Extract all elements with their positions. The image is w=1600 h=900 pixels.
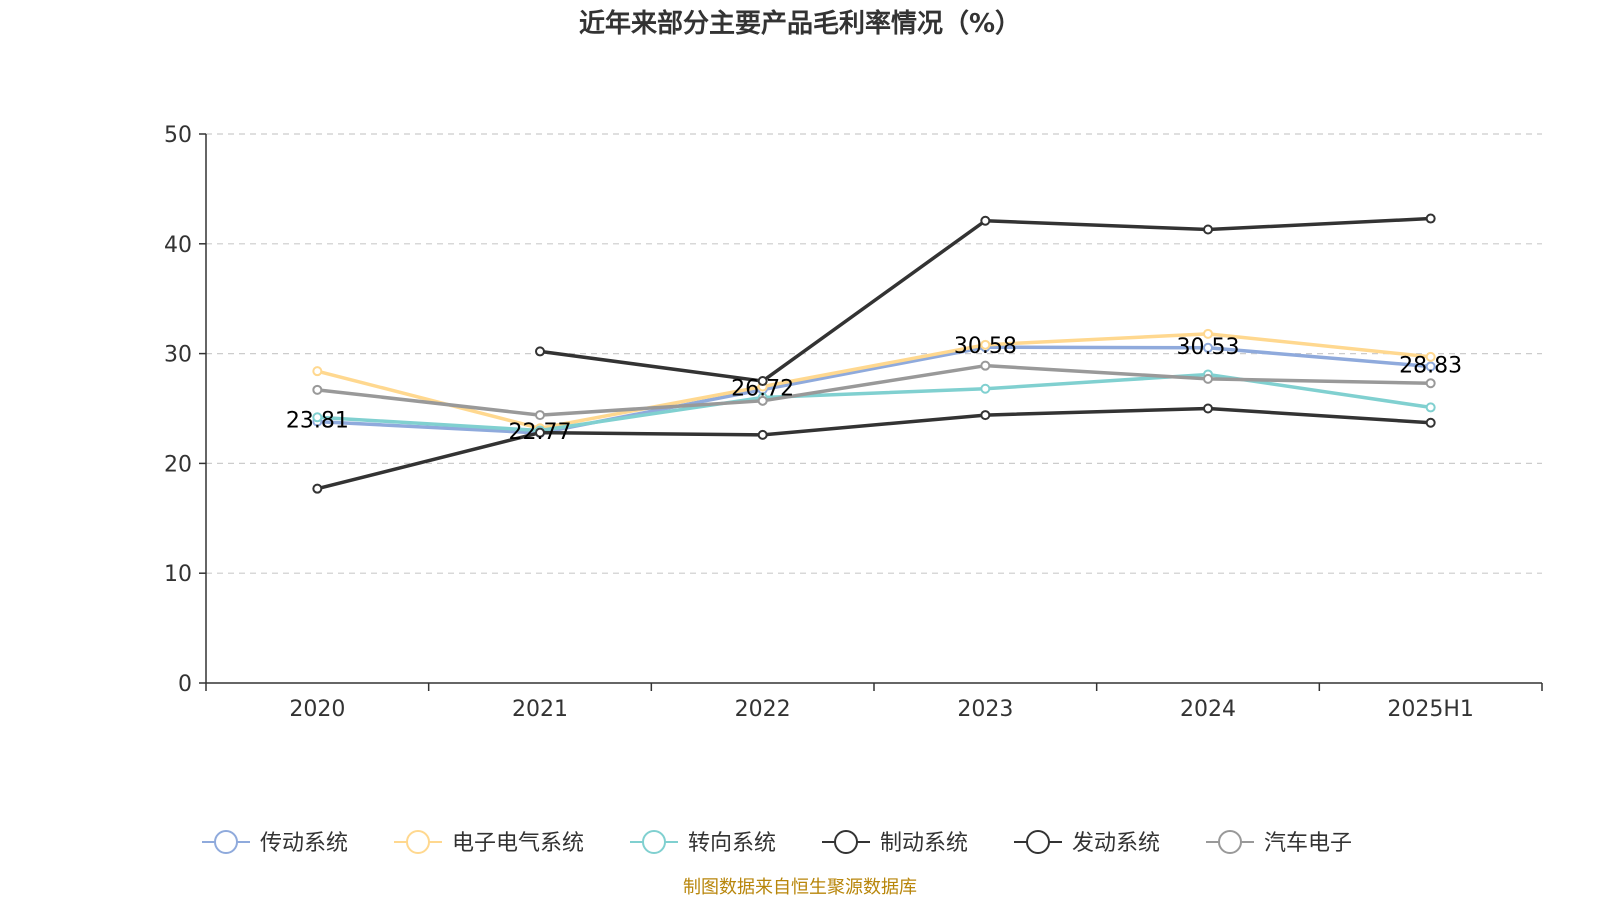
- x-tick-label: 2021: [512, 697, 568, 722]
- data-point: [1425, 402, 1436, 413]
- x-tick-label: 2024: [1180, 697, 1236, 722]
- data-label: 30.53: [1177, 335, 1240, 360]
- data-point: [1203, 373, 1213, 384]
- series-layer: [312, 213, 1436, 494]
- y-tick-label: 40: [164, 233, 192, 258]
- y-tick-label: 30: [164, 343, 192, 368]
- x-tick-label: 2020: [289, 697, 345, 722]
- series-line-2: [315, 332, 1433, 431]
- data-point: [312, 412, 323, 423]
- data-label: 22.77: [509, 420, 572, 445]
- y-tick-label: 50: [164, 123, 192, 148]
- data-point: [980, 339, 991, 350]
- data-point: [980, 410, 991, 421]
- legend-label: 制动系统: [880, 831, 968, 856]
- series-line-6: [315, 363, 1433, 417]
- legend-marker-4: [834, 830, 858, 854]
- data-point: [535, 427, 545, 438]
- y-tick-label: 20: [164, 452, 192, 477]
- data-point: [1425, 378, 1436, 389]
- data-point: [1425, 213, 1436, 224]
- data-label: 28.83: [1399, 353, 1462, 378]
- data-label: 26.72: [731, 377, 794, 402]
- source-note: 制图数据来自恒生聚源数据库: [683, 877, 917, 898]
- legend-label: 发动系统: [1072, 831, 1160, 856]
- legend-marker-2: [406, 830, 430, 854]
- legend-label: 传动系统: [260, 831, 348, 856]
- data-point: [312, 483, 323, 494]
- data-point: [1203, 224, 1213, 235]
- axes: 0 10 20 30 40 50 2020 2021 2022 2023 2024 2025H1: [164, 123, 1543, 722]
- legend-label: 转向系统: [688, 831, 776, 856]
- data-point: [1203, 342, 1213, 353]
- y-tick-label: 10: [164, 562, 192, 587]
- data-point: [1425, 361, 1436, 372]
- data-point: [980, 215, 991, 226]
- data-point: [312, 366, 323, 377]
- series-line-4: [315, 406, 1433, 491]
- x-tick-label: 2022: [735, 697, 791, 722]
- data-point: [1203, 403, 1213, 414]
- data-labels: 23.81 22.77 26.72 30.58 30.53 28.83: [286, 334, 1462, 445]
- legend-marker-1: [214, 830, 238, 854]
- data-point: [980, 383, 991, 394]
- grid-lines: [206, 133, 1542, 574]
- data-point: [1425, 417, 1436, 428]
- data-point: [1203, 328, 1213, 339]
- legend-marker-6: [1218, 830, 1242, 854]
- data-point: [312, 384, 323, 395]
- data-point: [535, 410, 545, 421]
- data-point: [757, 395, 768, 406]
- data-point: [757, 376, 768, 387]
- legend-marker-3: [642, 830, 666, 854]
- legend-label: 电子电气系统: [452, 831, 584, 856]
- data-label: 30.58: [954, 334, 1017, 359]
- legend: 传动系统 电子电气系统 转向系统 制动系统 发动系统 汽车电子: [202, 830, 1352, 856]
- data-point: [980, 360, 991, 371]
- data-point: [535, 346, 545, 357]
- chart-title: 近年来部分主要产品毛利率情况（%）: [579, 8, 1021, 39]
- data-label: 23.81: [286, 409, 349, 434]
- x-tick-label: 2023: [957, 697, 1013, 722]
- data-point: [1425, 351, 1436, 362]
- x-tick-label: 2025H1: [1387, 697, 1474, 722]
- legend-marker-5: [1026, 830, 1050, 854]
- y-tick-label: 0: [178, 672, 192, 697]
- series-line-1: [315, 345, 1433, 435]
- data-point: [757, 429, 768, 440]
- legend-label: 汽车电子: [1264, 831, 1352, 856]
